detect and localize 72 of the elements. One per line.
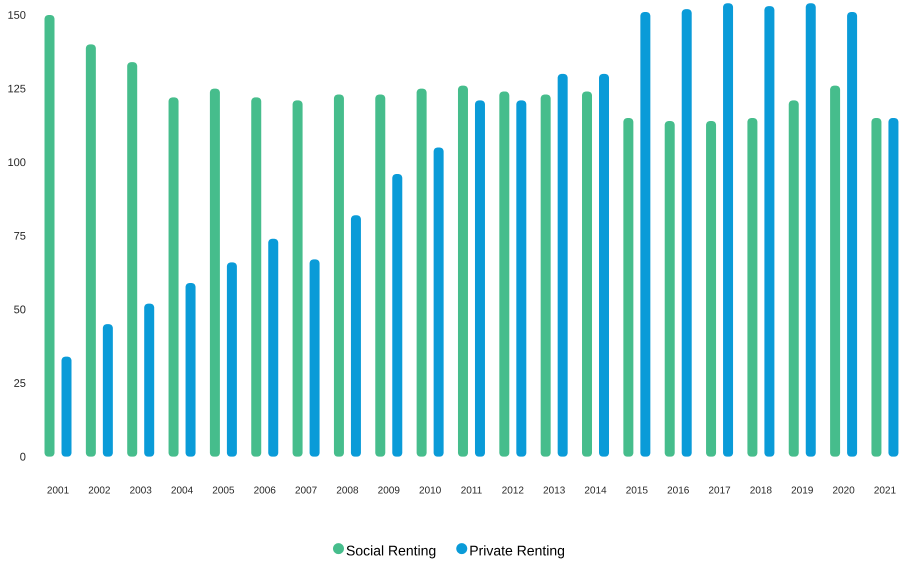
x-tick-label: 2007: [295, 486, 317, 494]
bar: [210, 88, 220, 457]
x-tick-label: 2004: [171, 486, 193, 494]
x-tick-label: 2008: [336, 486, 358, 494]
bar: [144, 304, 154, 457]
bar: [102, 324, 113, 457]
x-tick-label: 2017: [708, 486, 730, 494]
bar: [747, 118, 758, 457]
bar: [416, 88, 427, 457]
y-tick-label: 75: [14, 232, 26, 240]
bar: [764, 6, 774, 457]
bar: [292, 100, 303, 457]
x-tick-label: 2021: [874, 486, 896, 494]
bar: [847, 12, 858, 457]
x-tick-label: 2001: [47, 486, 69, 494]
bar: [392, 174, 402, 457]
legend-label: Social Renting: [346, 545, 436, 558]
x-tick-label: 2019: [792, 486, 813, 494]
bar: [44, 14, 55, 457]
bar: [251, 97, 262, 457]
bar: [806, 3, 816, 457]
bar: [86, 44, 96, 457]
y-tick-label: 150: [8, 11, 26, 19]
x-tick-label: 2003: [130, 486, 152, 494]
x-tick-label: 2012: [502, 486, 524, 494]
bar: [226, 262, 237, 457]
x-tick-label: 2011: [461, 486, 482, 494]
x-tick-label: 2009: [378, 486, 400, 494]
bar: [582, 92, 592, 457]
bar: [350, 215, 361, 457]
x-tick-label: 2014: [584, 486, 606, 494]
bar: [375, 94, 386, 457]
bar: [127, 62, 138, 457]
y-tick-label: 100: [8, 158, 26, 166]
x-tick-label: 2010: [420, 486, 441, 494]
bar: [664, 120, 675, 457]
x-tick-label: 2006: [254, 486, 276, 494]
bar: [788, 100, 799, 457]
bar: [434, 147, 444, 457]
bar: [830, 86, 840, 457]
x-tick-label: 2005: [212, 486, 234, 494]
bar: [268, 238, 278, 457]
legend-label: Private Renting: [470, 545, 564, 558]
y-tick-label: 25: [14, 379, 26, 387]
bar: [706, 120, 716, 457]
x-tick-label: 2015: [626, 486, 648, 494]
bar: [186, 282, 196, 457]
x-tick-label: 2016: [668, 486, 689, 494]
bar: [599, 74, 610, 457]
bar: [723, 3, 734, 457]
bar: [62, 356, 72, 457]
bar: [458, 86, 468, 457]
x-tick-label: 2020: [832, 486, 854, 494]
bar: [540, 94, 551, 457]
y-tick-label: 0: [20, 452, 26, 461]
x-tick-label: 2013: [544, 486, 565, 494]
x-tick-label: 2002: [88, 486, 110, 494]
bar: [640, 12, 650, 457]
bar: [168, 97, 179, 457]
bar: [310, 259, 320, 457]
bar: [623, 118, 634, 457]
bar: [888, 118, 898, 457]
y-tick-label: 125: [8, 84, 26, 92]
bar: [558, 74, 568, 457]
bar: [474, 100, 485, 457]
bar: [682, 9, 692, 457]
bar: [871, 118, 882, 457]
bar: [334, 94, 344, 457]
bar: [516, 100, 526, 457]
bar: [499, 92, 510, 457]
x-tick-label: 2018: [750, 486, 772, 494]
y-tick-label: 50: [14, 306, 26, 314]
